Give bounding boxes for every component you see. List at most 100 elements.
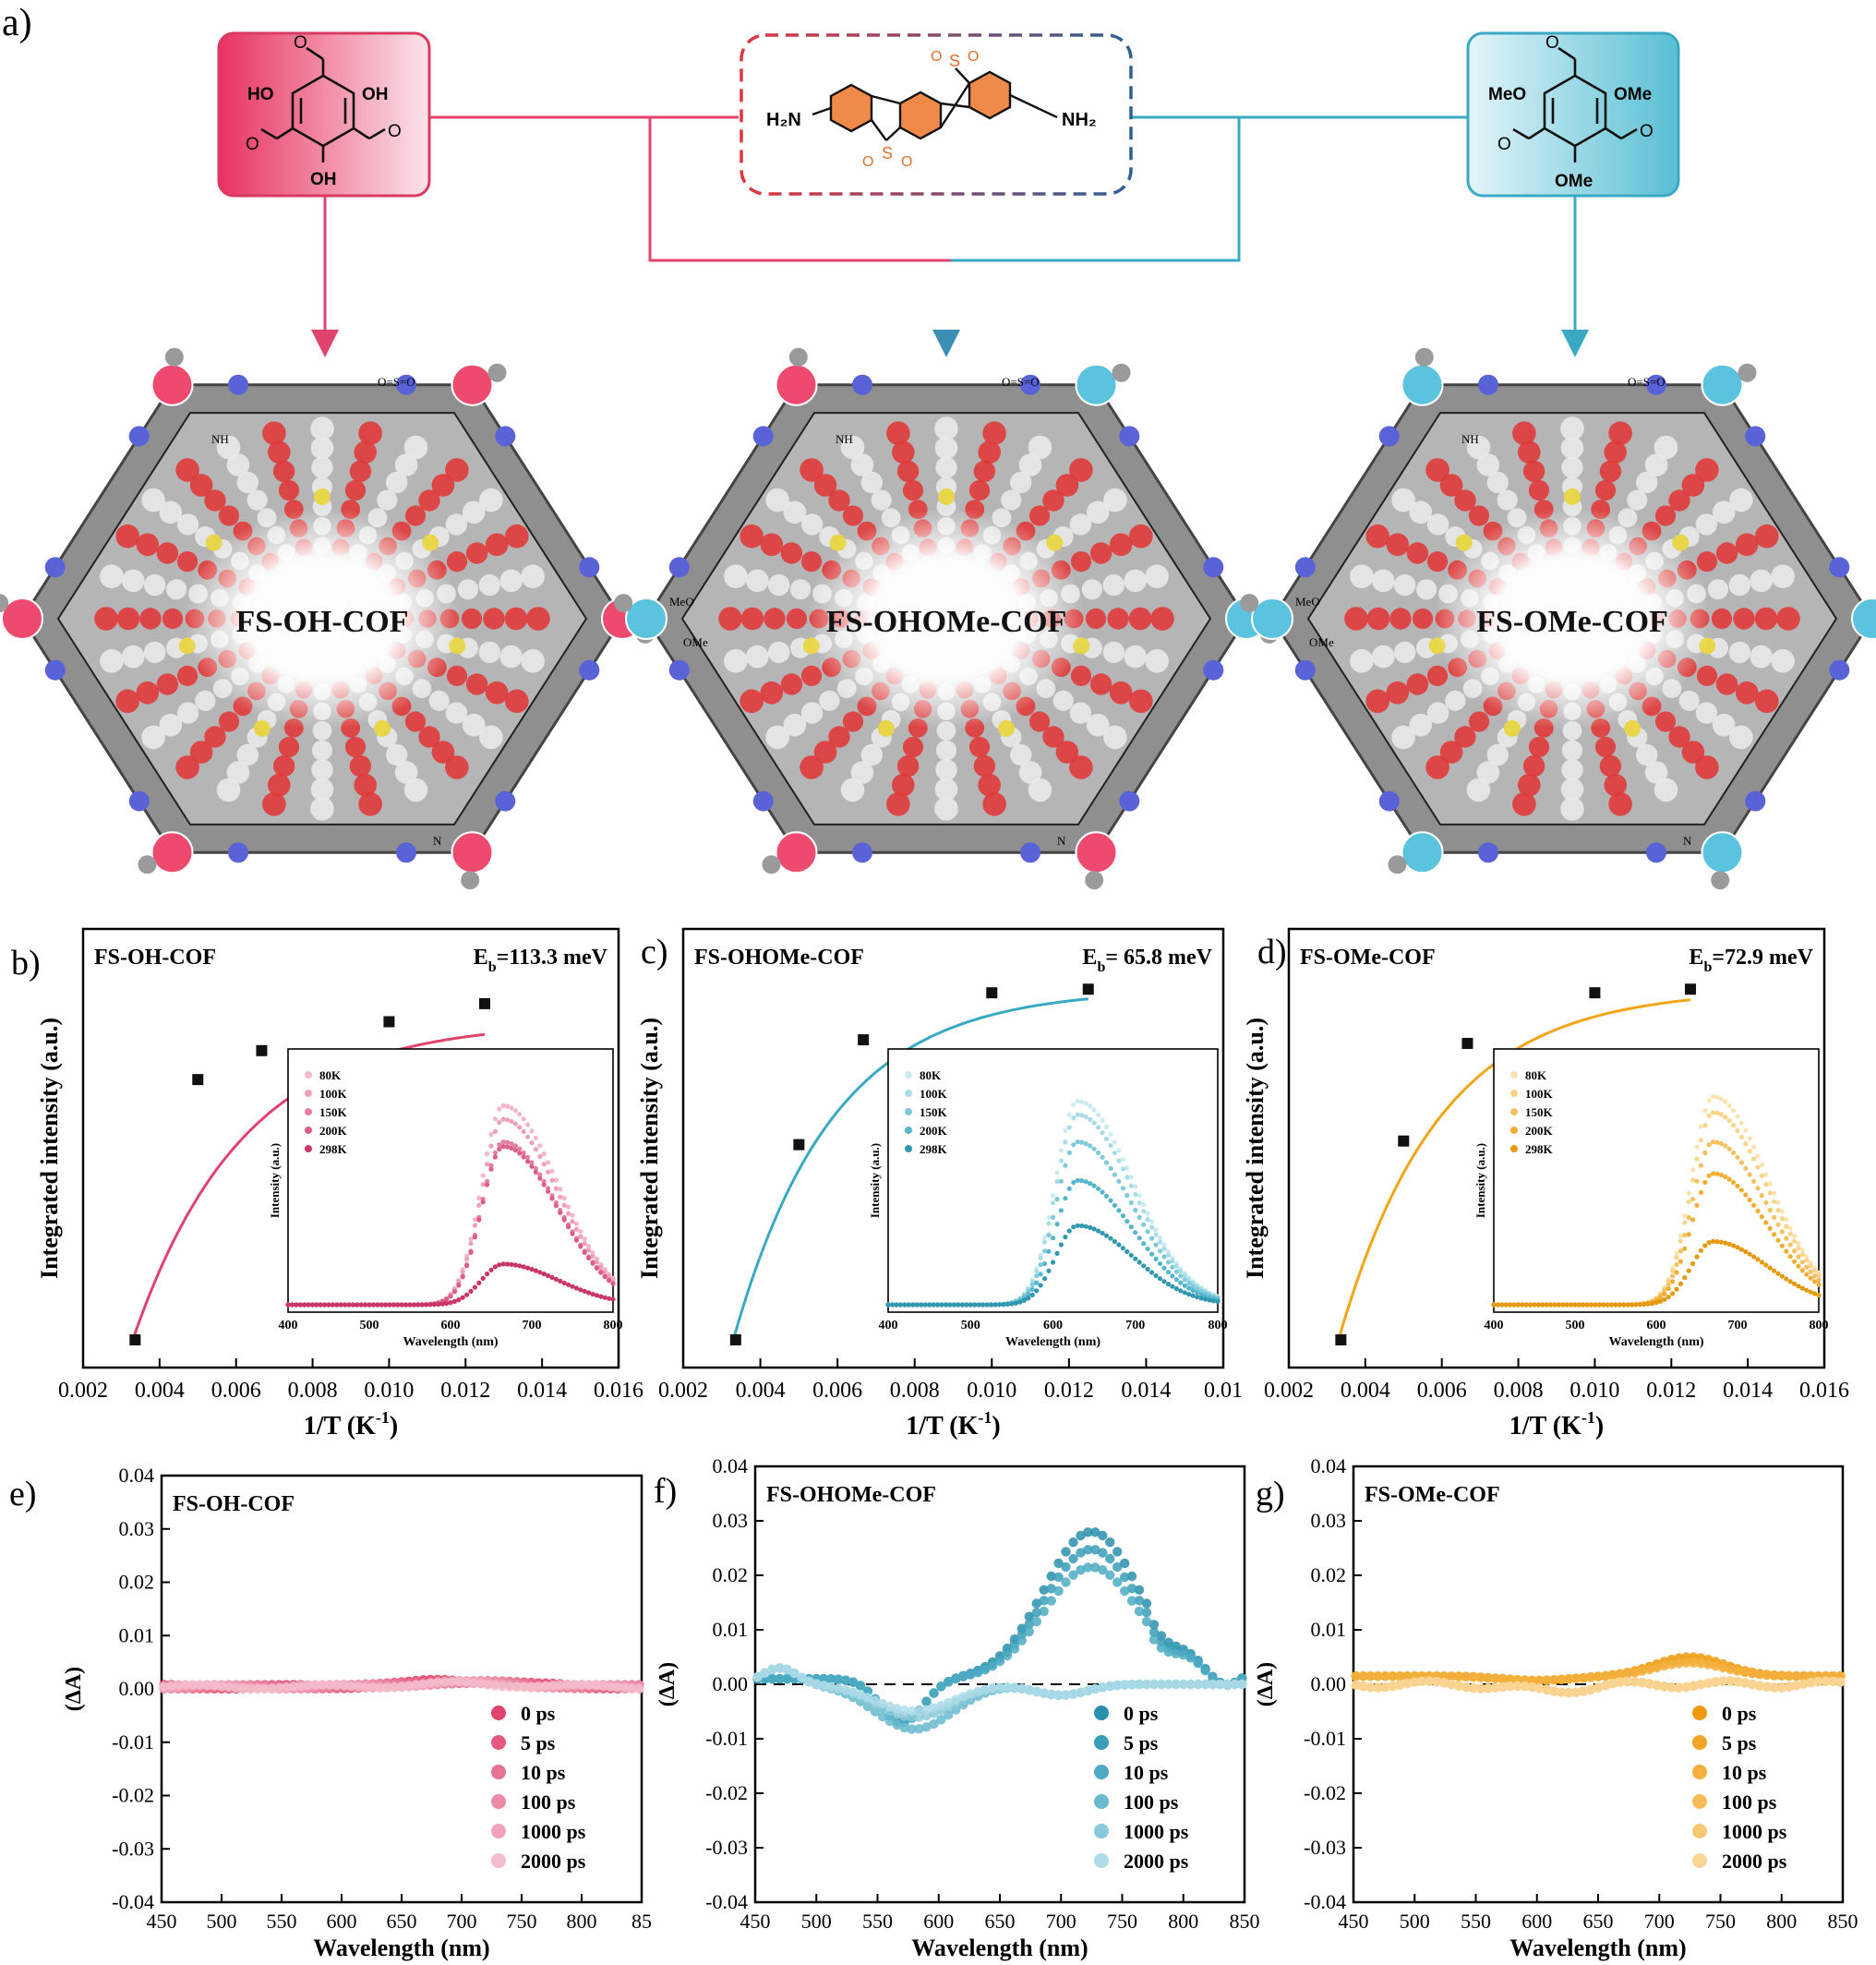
spectrum-point — [1128, 1183, 1134, 1188]
atom-nitrogen — [1294, 659, 1316, 681]
atom — [1042, 726, 1064, 748]
series-2000-ps — [159, 1676, 644, 1694]
x-tick-label: 800 — [567, 1910, 597, 1933]
series-point — [1468, 1682, 1479, 1694]
spectrum-point — [1054, 1197, 1060, 1202]
series-point — [782, 1673, 792, 1684]
spectrum-point — [1141, 1201, 1147, 1208]
spectrum-point — [1034, 1280, 1040, 1285]
series-point — [899, 1706, 909, 1716]
spectrum-point — [566, 1211, 571, 1216]
spectrum-point — [1540, 1302, 1545, 1308]
atom — [1018, 453, 1042, 476]
atom — [1561, 456, 1583, 478]
series-point — [1120, 1558, 1130, 1569]
atom — [1454, 726, 1476, 748]
spectrum-point — [1589, 1302, 1594, 1308]
plot-frame — [81, 927, 620, 1369]
spectrum-point — [318, 1302, 323, 1308]
legend-marker — [1094, 1735, 1109, 1750]
series-point — [1622, 1676, 1633, 1687]
atom — [1109, 533, 1133, 557]
series-point — [1718, 1676, 1728, 1686]
legend-marker — [1692, 1706, 1707, 1720]
spectrum-point — [1120, 1166, 1125, 1172]
y-tick-label: 0.03 — [119, 1517, 155, 1540]
spectrum-point — [546, 1160, 551, 1165]
series-point — [1659, 1682, 1669, 1692]
atom — [1372, 569, 1395, 593]
spectrum-point — [549, 1274, 555, 1280]
spectrum-point — [1738, 1120, 1744, 1126]
charts: b)0.002 0.004 0.006 0.008 0.010 0.012 0.014 0.0… — [9, 927, 1858, 1961]
atom — [1350, 649, 1374, 673]
spectrum-point — [497, 1142, 502, 1148]
atom — [1102, 573, 1125, 597]
series-point — [231, 1682, 241, 1694]
inset-legend-label: 298K — [319, 1142, 348, 1156]
series-point — [346, 1682, 356, 1692]
spectrum-point — [1124, 1193, 1130, 1199]
atom-carbon — [461, 871, 480, 890]
series-point — [1607, 1678, 1618, 1689]
spectrum-point — [586, 1243, 592, 1249]
spectrum-point — [1714, 1094, 1720, 1100]
spectrum-point — [1787, 1231, 1793, 1236]
spectrum-point — [476, 1195, 482, 1200]
spectrum-point — [1792, 1259, 1798, 1264]
atom — [934, 436, 958, 460]
series-point — [1527, 1682, 1537, 1693]
legend-label: 10 ps — [1124, 1761, 1169, 1784]
spectrum-point — [343, 1302, 348, 1308]
spectrum-point — [1706, 1113, 1712, 1118]
atom — [1439, 741, 1463, 764]
spectrum-point — [1029, 1279, 1035, 1284]
series-point — [1126, 1584, 1137, 1594]
atom — [272, 460, 295, 483]
spectrum-point — [1071, 1224, 1076, 1230]
spectrum-point — [1203, 1296, 1209, 1302]
atom — [1426, 702, 1449, 724]
x-axis-label-main: 1/T (K — [304, 1412, 376, 1441]
inset-x-tick: 700 — [1728, 1319, 1748, 1332]
spectrum-point — [1046, 1221, 1052, 1226]
spectrum-point — [1038, 1262, 1043, 1268]
atom — [1069, 755, 1093, 779]
spectrum-point — [521, 1150, 526, 1155]
data-point — [858, 1034, 870, 1046]
spectrum-point — [1083, 1224, 1088, 1229]
atom — [354, 440, 378, 464]
series-point — [1156, 1643, 1167, 1653]
spectrum-point — [1726, 1118, 1732, 1124]
spectrum-point — [350, 1302, 355, 1308]
chart-title: FS-OH-COF — [94, 946, 216, 970]
y-tick-label: 0.02 — [119, 1571, 155, 1594]
atom — [896, 754, 920, 778]
spectrum-point — [525, 1154, 531, 1160]
spectrum-point — [476, 1202, 482, 1208]
spectrum-point — [1165, 1270, 1172, 1275]
spectrum-point — [1133, 1230, 1138, 1236]
spectrum-point — [1170, 1284, 1175, 1289]
spectrum-point — [1096, 1186, 1101, 1191]
x-tick-label: 0.014 — [517, 1379, 567, 1403]
series-point — [936, 1682, 946, 1692]
series-point — [562, 1680, 572, 1690]
spectrum-point — [943, 1302, 949, 1308]
spectrum-point — [590, 1253, 595, 1259]
spectrum-point — [1178, 1288, 1184, 1294]
spectrum-point — [1784, 1276, 1789, 1282]
atom — [783, 713, 807, 737]
aldehyde-o-left: O — [246, 135, 259, 154]
x-axis-label: Wavelength (nm) — [1509, 1935, 1686, 1961]
spectrum-point — [578, 1287, 583, 1293]
spectrum-point — [1784, 1236, 1789, 1241]
spectrum-point — [1735, 1114, 1740, 1119]
spectrum-point — [1674, 1286, 1679, 1292]
spectrum-point — [1149, 1236, 1155, 1241]
series-point — [1666, 1682, 1677, 1693]
spectrum-point — [558, 1194, 563, 1199]
chart-title: FS-OH-COF — [173, 1492, 295, 1516]
panel-label-e: e) — [9, 1475, 37, 1513]
spectrum-point — [309, 1302, 315, 1308]
